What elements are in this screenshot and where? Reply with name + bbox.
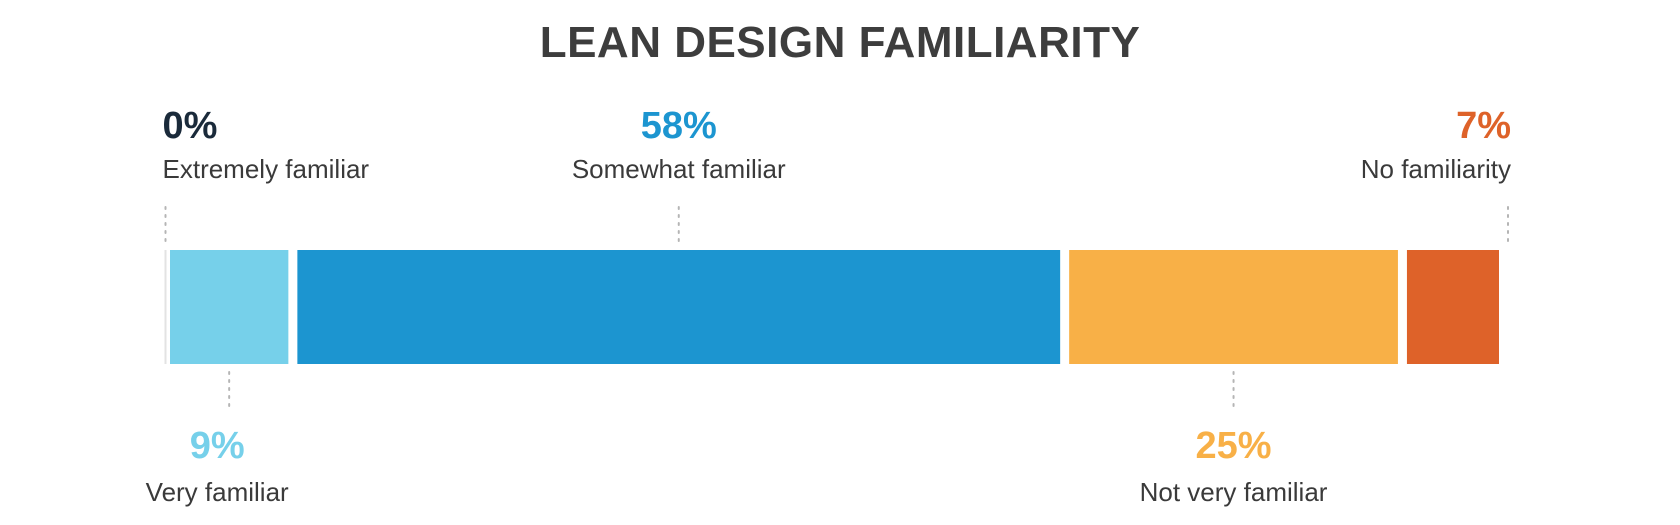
leader-lines: [164, 206, 1509, 411]
category-label-extremely-familiar: Extremely familiar: [163, 154, 370, 184]
category-label-somewhat-familiar: Somewhat familiar: [572, 154, 786, 184]
bar-segment-very-familiar: [170, 250, 289, 364]
chart-title: LEAN DESIGN FAMILIARITY: [540, 18, 1141, 67]
bar-segment-no-familiarity: [1406, 250, 1499, 364]
value-label-no-familiarity: 7%: [1456, 105, 1511, 147]
bar-segments: [164, 250, 1499, 364]
category-label-very-familiar: Very familiar: [146, 477, 289, 507]
value-label-very-familiar: 9%: [190, 425, 245, 467]
value-label-not-very-familiar: 25%: [1196, 425, 1272, 467]
category-label-not-very-familiar: Not very familiar: [1140, 477, 1328, 507]
bar-segment-not-very-familiar: [1069, 250, 1398, 364]
segment-labels: 0% Extremely familiar 9% Very familiar 58% So…: [146, 105, 1511, 507]
value-label-somewhat-familiar: 58%: [641, 105, 717, 147]
bar-segment-extremely-familiar: [164, 250, 167, 364]
value-label-extremely-familiar: 0%: [163, 105, 218, 147]
category-label-no-familiarity: No familiarity: [1361, 154, 1511, 184]
bar-segment-somewhat-familiar: [297, 250, 1061, 364]
